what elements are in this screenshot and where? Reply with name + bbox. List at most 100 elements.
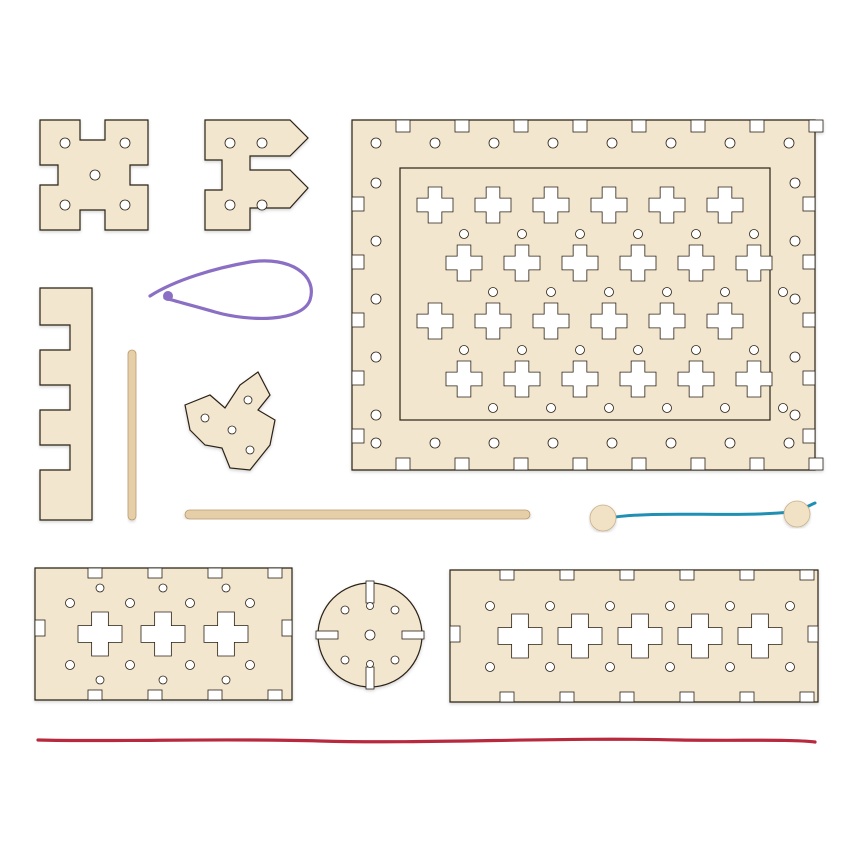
edge-notch bbox=[631, 457, 647, 471]
edge-notch bbox=[267, 567, 283, 579]
hole bbox=[720, 403, 730, 413]
hole bbox=[221, 675, 231, 685]
hole bbox=[95, 675, 105, 685]
hole bbox=[785, 662, 795, 672]
cross-cutout bbox=[474, 302, 512, 340]
edge-notch bbox=[281, 619, 293, 637]
hole bbox=[633, 345, 643, 355]
hole bbox=[789, 177, 801, 189]
hole bbox=[665, 601, 675, 611]
edge-notch bbox=[87, 567, 103, 579]
hole bbox=[185, 598, 195, 608]
edge-notch bbox=[513, 457, 529, 471]
hole bbox=[691, 229, 701, 239]
cross-cutout bbox=[445, 360, 483, 398]
cross-cutout bbox=[677, 244, 715, 282]
hole bbox=[545, 601, 555, 611]
hole bbox=[158, 583, 168, 593]
edge-notch bbox=[513, 119, 529, 133]
hole bbox=[485, 601, 495, 611]
hole bbox=[605, 601, 615, 611]
inner-frame bbox=[399, 167, 771, 421]
cross-cutout bbox=[557, 613, 603, 659]
cross-cutout bbox=[648, 186, 686, 224]
hole bbox=[725, 662, 735, 672]
round-cross-disc bbox=[315, 580, 425, 690]
cross-cutout bbox=[590, 186, 628, 224]
edge-notch bbox=[267, 689, 283, 701]
hole bbox=[370, 293, 382, 305]
cross-cutout bbox=[735, 360, 773, 398]
cross-cutout bbox=[619, 244, 657, 282]
hole bbox=[185, 660, 195, 670]
hole bbox=[459, 345, 469, 355]
hole bbox=[720, 287, 730, 297]
hole bbox=[606, 137, 618, 149]
hole bbox=[662, 403, 672, 413]
hole bbox=[749, 345, 759, 355]
hole bbox=[546, 403, 556, 413]
hole bbox=[370, 235, 382, 247]
hole bbox=[724, 137, 736, 149]
red-cord bbox=[36, 737, 817, 744]
edge-notch bbox=[799, 569, 815, 581]
hole bbox=[546, 287, 556, 297]
cross-cutout bbox=[140, 611, 186, 657]
edge-notch bbox=[802, 254, 816, 270]
hole bbox=[370, 177, 382, 189]
hole bbox=[783, 437, 795, 449]
edge-notch bbox=[572, 119, 588, 133]
cross-cutout bbox=[497, 613, 543, 659]
cross-cutout bbox=[474, 186, 512, 224]
cross-cutout bbox=[706, 186, 744, 224]
edge-notch bbox=[802, 428, 816, 444]
edge-notch bbox=[207, 567, 223, 579]
edge-notch bbox=[499, 691, 515, 703]
edge-notch bbox=[351, 312, 365, 328]
edge-notch bbox=[799, 691, 815, 703]
edge-notch bbox=[351, 254, 365, 270]
purple-cord-loop bbox=[148, 259, 313, 320]
zigzag-strip bbox=[39, 287, 93, 521]
hole bbox=[429, 437, 441, 449]
cross-cutout bbox=[737, 613, 783, 659]
square-cross-connector bbox=[39, 119, 149, 231]
edge-notch bbox=[619, 691, 635, 703]
edge-notch bbox=[690, 119, 706, 133]
hole bbox=[606, 437, 618, 449]
cross-cutout bbox=[77, 611, 123, 657]
edge-notch bbox=[739, 569, 755, 581]
hole bbox=[158, 675, 168, 685]
large-lattice-panel bbox=[351, 119, 824, 471]
edge-notch bbox=[749, 119, 765, 133]
edge-notch bbox=[690, 457, 706, 471]
hole bbox=[724, 437, 736, 449]
hole bbox=[370, 437, 382, 449]
hole bbox=[517, 229, 527, 239]
edge-notch bbox=[808, 119, 824, 133]
edge-notch bbox=[559, 569, 575, 581]
edge-notch bbox=[449, 625, 461, 643]
hole bbox=[488, 287, 498, 297]
cross-cutout bbox=[735, 244, 773, 282]
hole bbox=[575, 229, 585, 239]
hole bbox=[65, 660, 75, 670]
hole bbox=[789, 351, 801, 363]
hole bbox=[545, 662, 555, 672]
edge-notch bbox=[739, 691, 755, 703]
cross-cutout bbox=[532, 302, 570, 340]
cross-cutout bbox=[416, 302, 454, 340]
hole bbox=[633, 229, 643, 239]
small-irregular-connector bbox=[184, 371, 276, 471]
edge-notch bbox=[454, 457, 470, 471]
hole bbox=[604, 287, 614, 297]
hole bbox=[725, 601, 735, 611]
hole bbox=[749, 229, 759, 239]
vertical-dowel bbox=[127, 349, 137, 521]
hole bbox=[459, 229, 469, 239]
edge-notch bbox=[572, 457, 588, 471]
left-cross-panel bbox=[34, 567, 293, 701]
hole bbox=[125, 598, 135, 608]
